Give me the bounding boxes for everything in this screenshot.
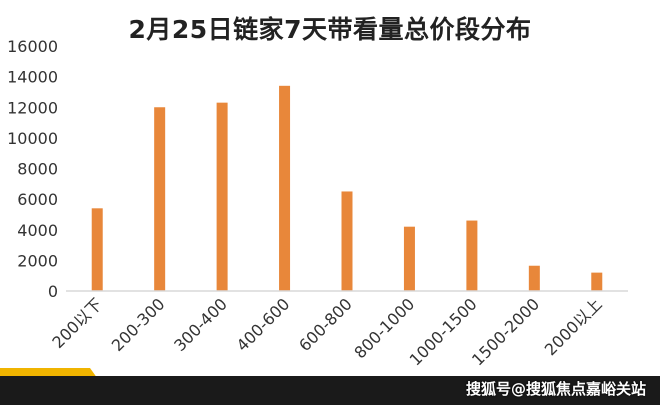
x-tick-label: 1500-2000 xyxy=(468,294,543,369)
y-tick-label: 6000 xyxy=(17,190,58,209)
bar xyxy=(528,265,540,291)
y-tick-label: 10000 xyxy=(7,129,58,148)
x-tick-label: 200-300 xyxy=(108,294,169,355)
watermark: 搜狐号@搜狐焦点嘉峪关站 xyxy=(465,380,646,398)
chart-title: 2月25日链家7天带看量总价段分布 xyxy=(128,15,532,44)
x-tick-label: 300-400 xyxy=(170,294,231,355)
bar xyxy=(279,85,291,291)
x-tick-label: 600-800 xyxy=(295,294,356,355)
bar xyxy=(91,208,103,291)
x-axis-labels: 200以下 200-300 300-400 400-600 600-800800-100… xyxy=(48,294,605,369)
bar xyxy=(341,191,353,291)
bar xyxy=(216,102,228,291)
x-tick-label: 200以下 xyxy=(48,294,106,352)
y-tick-label: 4000 xyxy=(17,221,58,240)
y-tick-label: 14000 xyxy=(7,68,58,87)
x-tick-label: 800-1000 xyxy=(350,294,418,362)
bars xyxy=(91,85,603,291)
y-tick-label: 8000 xyxy=(17,160,58,179)
y-axis-ticks: 0 2000 4000 6000 8000 10000 12000 14000 16000 xyxy=(7,37,58,301)
bar xyxy=(403,226,415,291)
y-tick-label: 16000 xyxy=(7,37,58,56)
bar xyxy=(591,272,603,291)
y-tick-label: 2000 xyxy=(17,251,58,270)
y-tick-label: 12000 xyxy=(7,98,58,117)
x-tick-label: 2000以上 xyxy=(541,294,606,359)
footer-bar xyxy=(0,376,660,405)
bar xyxy=(466,220,478,291)
x-tick-label: 400-600 xyxy=(233,294,294,355)
bar xyxy=(154,107,166,291)
y-tick-label: 0 xyxy=(48,282,58,301)
